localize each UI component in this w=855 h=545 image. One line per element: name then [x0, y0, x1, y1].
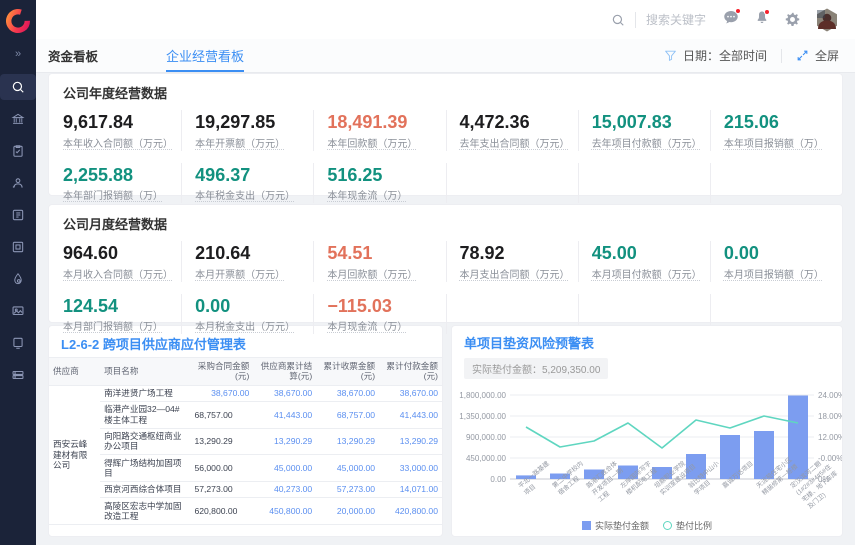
svg-text:18.00%: 18.00%: [818, 412, 842, 421]
svg-text:1,350,000.00: 1,350,000.00: [459, 412, 506, 421]
svg-text:1,800,000.00: 1,800,000.00: [459, 391, 506, 400]
svg-text:12.00%: 12.00%: [818, 433, 842, 442]
svg-text:24.00%: 24.00%: [818, 391, 842, 400]
svg-text:450,000.00: 450,000.00: [466, 454, 507, 463]
svg-text:900,000.00: 900,000.00: [466, 433, 507, 442]
